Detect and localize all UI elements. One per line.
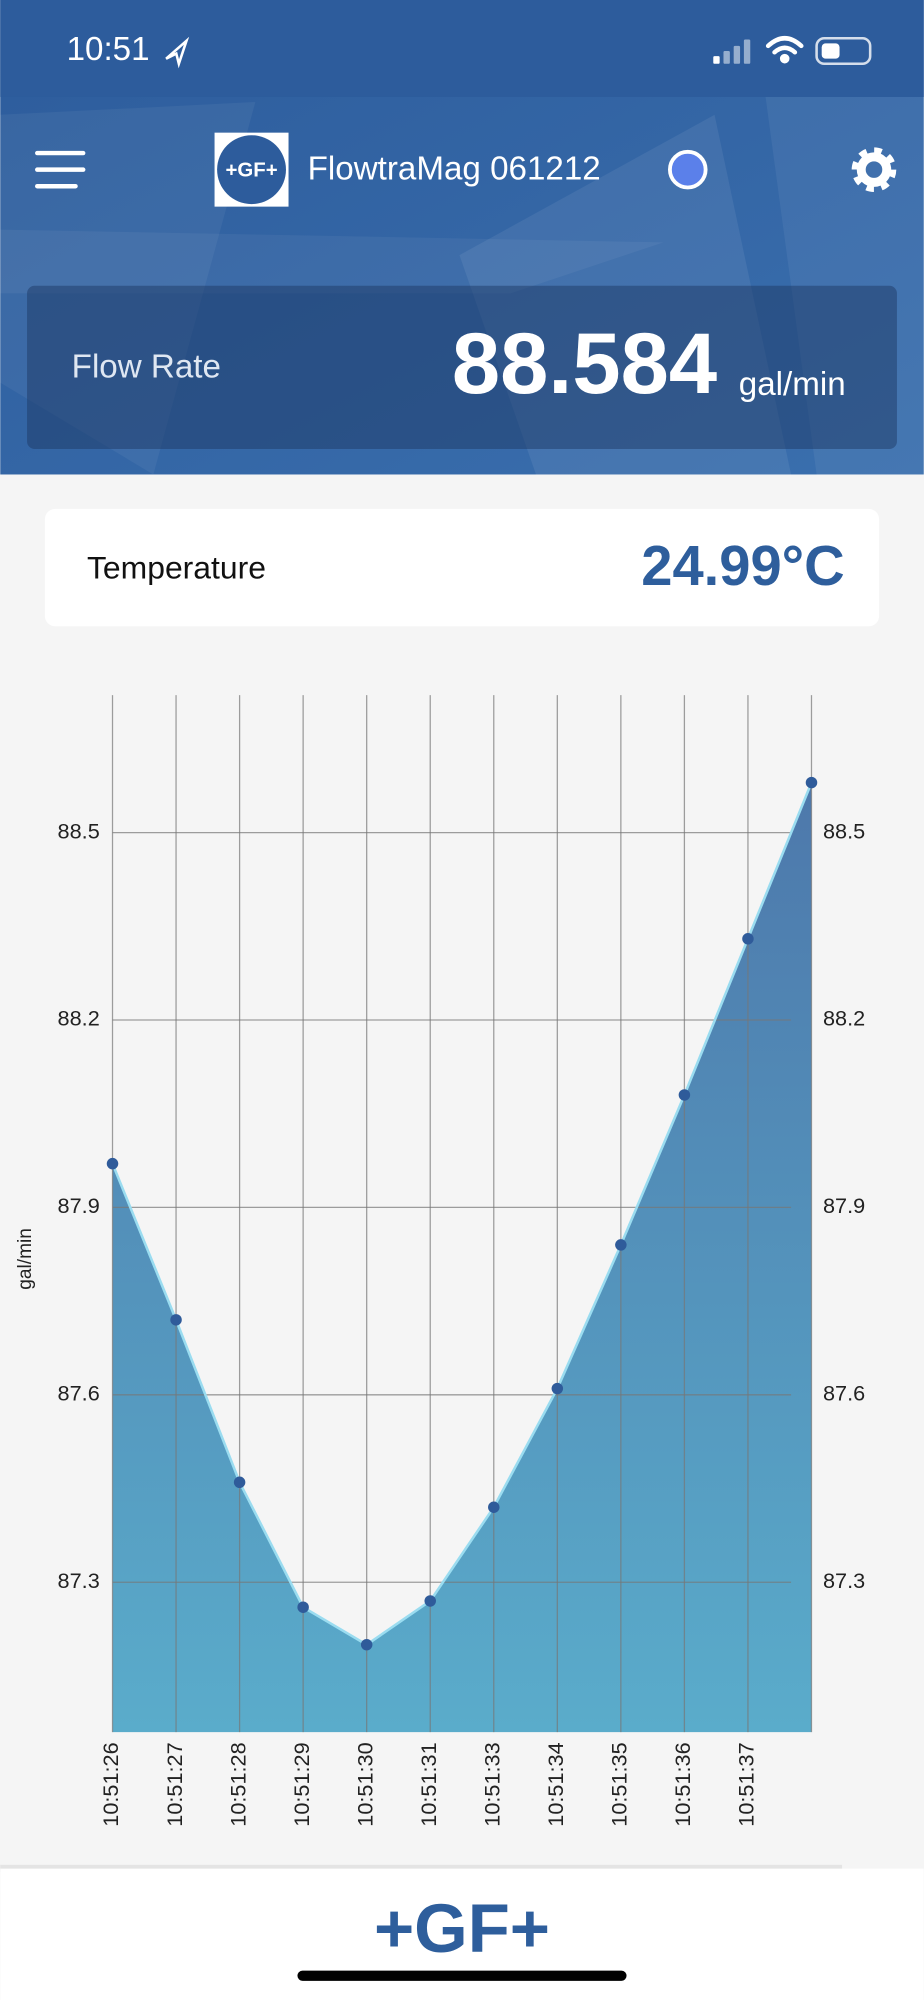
flow-panel [27,285,897,449]
x-tick-label: 10:51:34 [543,1742,568,1826]
home-indicator [297,1970,627,1981]
y-tick-label: 87.9 [58,1193,100,1218]
y2-tick-label: 88.2 [823,1006,865,1031]
temperature-card [44,508,880,627]
data-point [106,1157,119,1170]
data-point [742,933,754,945]
x-tick-label: 10:51:37 [734,1742,759,1826]
x-tick-label: 10:51:30 [352,1742,377,1826]
x-tick-label: 10:51:35 [607,1742,632,1826]
x-tick-label: 10:51:28 [225,1742,250,1826]
data-point [233,1476,246,1489]
device-title: FlowtraMag 061212 [308,151,601,188]
status-dot[interactable] [667,149,708,190]
settings-button[interactable] [851,147,897,192]
data-point [424,1595,436,1607]
y-tick-label: 88.5 [58,818,100,843]
data-point [805,776,818,789]
battery-icon [815,36,872,66]
temperature-value: 24.99°C [641,534,844,597]
logo-circle [217,135,286,205]
flow-unit: gal/min [739,366,846,403]
menu-button[interactable] [35,150,86,189]
clock: 10:51 [67,31,150,68]
data-point [615,1239,627,1251]
status-bg [0,0,924,97]
flow-label: Flow Rate [72,348,221,385]
y-tick-label: 88.2 [58,1006,100,1031]
wifi-icon [765,36,804,64]
x-tick-label: 10:51:27 [162,1742,187,1826]
data-point [488,1501,500,1513]
y2-tick-label: 88.5 [823,818,865,843]
data-point [297,1601,309,1613]
data-point [360,1638,373,1651]
location-icon [165,36,190,69]
x-tick-label: 10:51:31 [416,1742,441,1826]
decor [0,229,664,294]
y2-tick-label: 87.9 [823,1193,865,1218]
chart: gal/min 87.3 87.6 87.9 88.2 88.5 87.3 87.6 87.9 8… [15,695,865,1827]
footer-logo: +GF+ [374,1890,550,1967]
series-line [111,782,813,1647]
x-tick-label: 10:51:29 [289,1742,314,1826]
temperature-label: Temperature [87,550,266,586]
y-axis-label: gal/min [15,1228,36,1290]
y2-tick-label: 87.6 [823,1381,865,1406]
logo-text: +GF+ [225,159,277,181]
area [112,782,812,1733]
flow-value: 88.584 [452,315,717,412]
x-tick-label: 10:51:26 [98,1742,123,1826]
data-point [551,1382,564,1395]
y-tick-label: 87.6 [58,1381,100,1406]
x-tick-label: 10:51:36 [670,1742,695,1826]
x-tick-label: 10:51:33 [480,1742,505,1826]
signal-icon [713,39,751,64]
y2-tick-label: 87.3 [823,1568,865,1593]
y-tick-label: 87.3 [58,1568,100,1593]
battery-level [821,43,840,59]
data-point [678,1089,691,1101]
data-point [170,1314,182,1326]
